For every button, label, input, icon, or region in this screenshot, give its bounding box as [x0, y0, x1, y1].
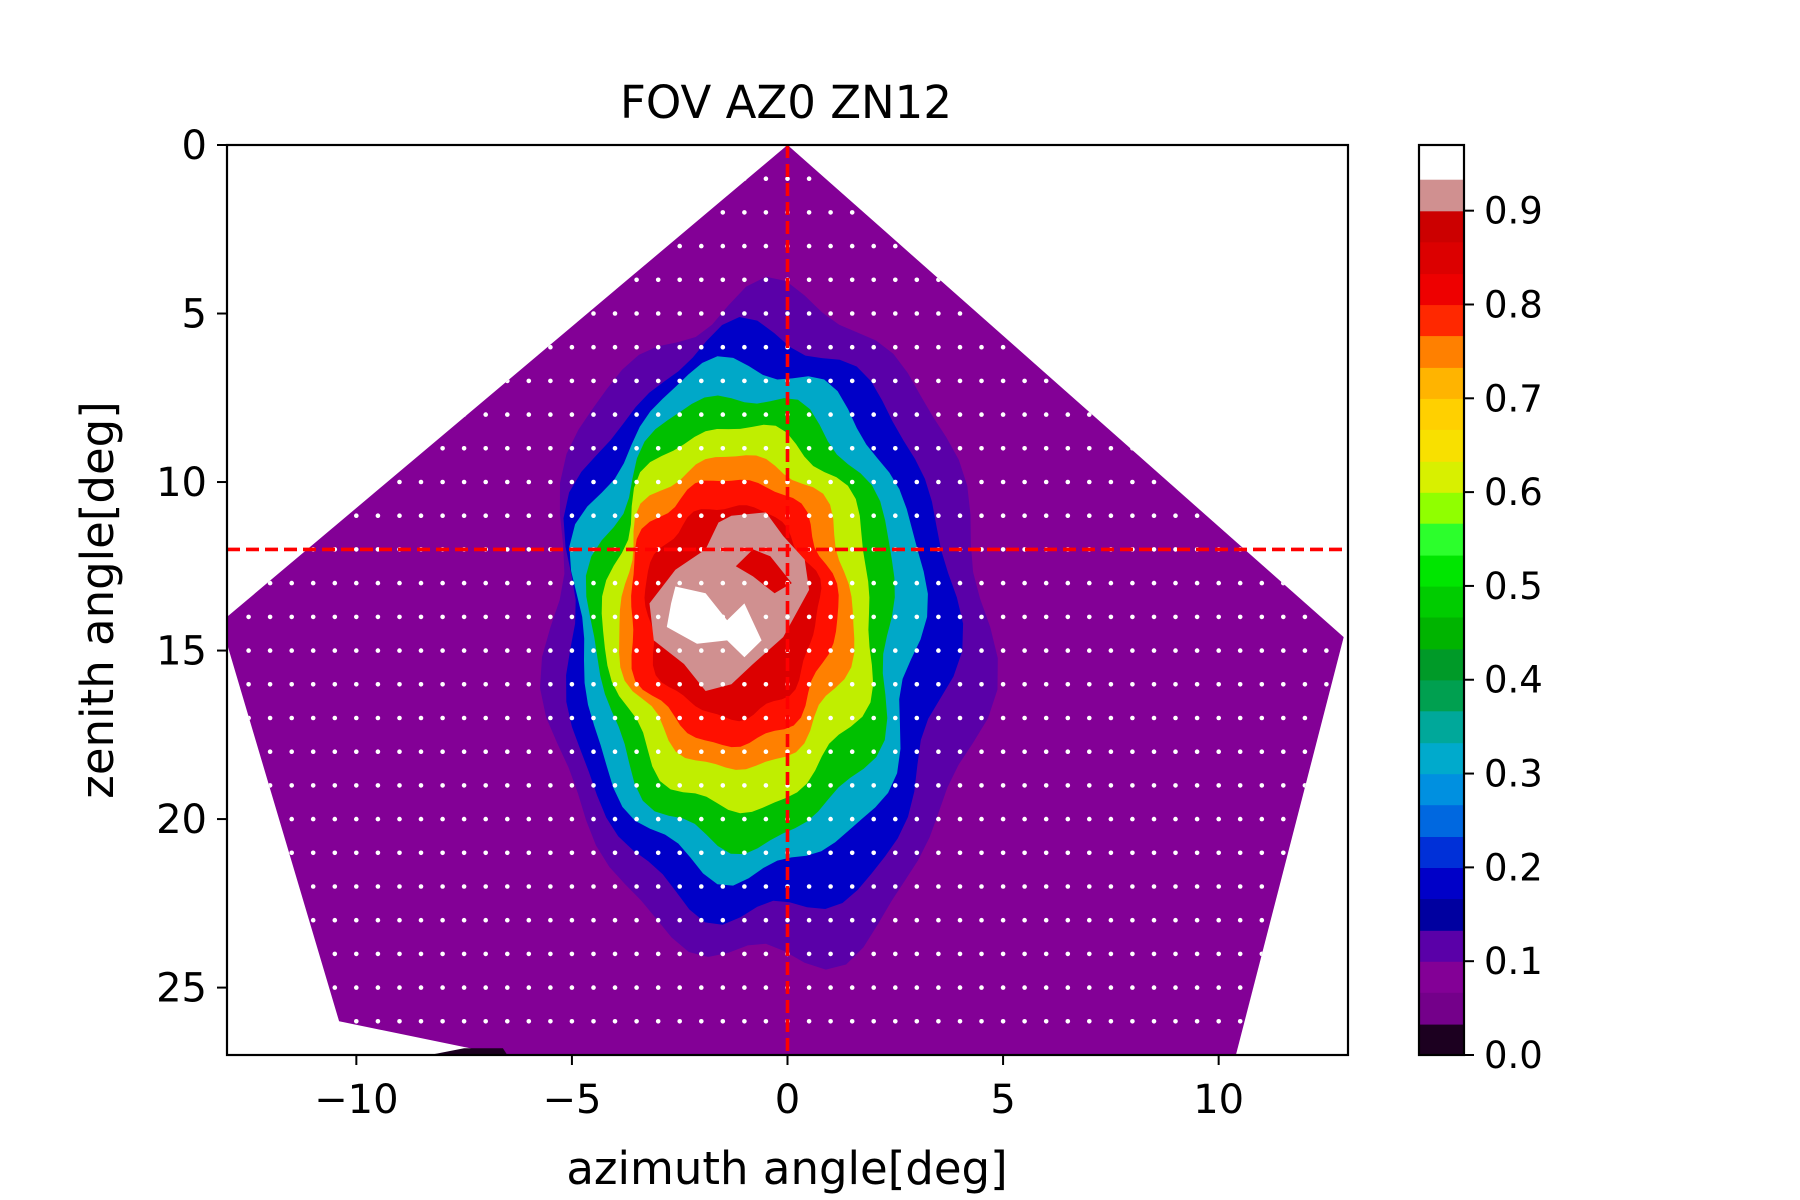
colorbar-tick-label: 0.3	[1484, 753, 1543, 796]
x-axis-ticks: −10 −5 0 5 10	[314, 1055, 1244, 1123]
x-tick-label: 0	[775, 1077, 800, 1123]
y-axis-ticks: 0 5 10 15 20 25	[156, 123, 227, 1012]
colorbar-band	[1419, 710, 1464, 744]
x-tick-label: −5	[542, 1077, 601, 1123]
colorbar-band	[1419, 679, 1464, 712]
colorbar-band	[1419, 523, 1464, 556]
reference-lines	[227, 145, 1348, 1055]
y-tick-label: 25	[156, 966, 207, 1012]
colorbar-band	[1419, 773, 1464, 806]
colorbar-band	[1419, 992, 1464, 1025]
colorbar-tick-label: 0.5	[1484, 565, 1543, 608]
colorbar-band	[1419, 367, 1464, 399]
colorbar-tick-label: 0.9	[1484, 190, 1543, 233]
colorbar-band	[1419, 930, 1464, 962]
colorbar-tick-label: 0.1	[1484, 940, 1543, 983]
x-tick-label: 10	[1193, 1077, 1244, 1123]
chart-title: FOV AZ0 ZN12	[620, 76, 952, 129]
peak-notch-region	[735, 549, 792, 594]
colorbar-band	[1419, 241, 1464, 275]
colorbar-band	[1419, 555, 1464, 587]
y-tick-label: 0	[182, 123, 207, 169]
y-tick-label: 20	[156, 797, 207, 843]
colorbar-band	[1419, 867, 1464, 899]
colorbar-band	[1419, 398, 1464, 430]
colorbar-band	[1419, 429, 1464, 462]
colorbar-band	[1419, 461, 1464, 493]
colorbar-band	[1419, 961, 1464, 993]
colorbar-band	[1419, 616, 1464, 650]
colorbar: 0.0 0.1 0.2 0.3 0.4 0.5 0.6 0.7 0.8 0.9	[1417, 143, 1543, 1077]
colorbar-band	[1419, 1024, 1464, 1056]
x-axis-label: azimuth angle[deg]	[566, 1142, 1007, 1195]
colorbar-band	[1419, 585, 1464, 618]
colorbar-band	[1419, 210, 1464, 243]
plot-area: −10 −5 0 5 10 0 5 10 15 20 25	[156, 123, 1350, 1123]
colorbar-band	[1419, 335, 1464, 368]
colorbar-tick-label: 0.0	[1484, 1034, 1543, 1077]
colorbar-tick-label: 0.8	[1484, 283, 1543, 326]
x-tick-label: 5	[990, 1077, 1015, 1123]
colorbar-band	[1419, 898, 1464, 931]
colorbar-ticks: 0.0 0.1 0.2 0.3 0.4 0.5 0.6 0.7 0.8 0.9	[1464, 190, 1543, 1077]
colorbar-band	[1419, 179, 1464, 212]
x-tick-label: −10	[314, 1077, 398, 1123]
y-tick-label: 15	[156, 629, 207, 675]
colorbar-band	[1419, 836, 1464, 868]
y-axis-label: zenith angle[deg]	[71, 401, 124, 799]
colorbar-tick-label: 0.2	[1484, 846, 1543, 889]
colorbar-band	[1419, 492, 1464, 524]
saturated-region	[666, 586, 762, 658]
y-tick-label: 10	[156, 460, 207, 506]
colorbar-frame	[1417, 143, 1466, 1057]
colorbar-band	[1419, 648, 1464, 681]
colorbar-tick-label: 0.6	[1484, 471, 1543, 514]
colorbar-tick-label: 0.4	[1484, 659, 1543, 702]
colorbar-tick-label: 0.7	[1484, 377, 1543, 420]
colorbar-band	[1419, 742, 1464, 775]
low-value-region	[429, 1048, 508, 1055]
colorbar-band	[1419, 304, 1464, 337]
y-tick-label: 5	[182, 292, 207, 338]
colorbar-band	[1419, 804, 1464, 837]
colorbar-band	[1419, 273, 1464, 306]
heatmap-fill	[227, 145, 1344, 1055]
